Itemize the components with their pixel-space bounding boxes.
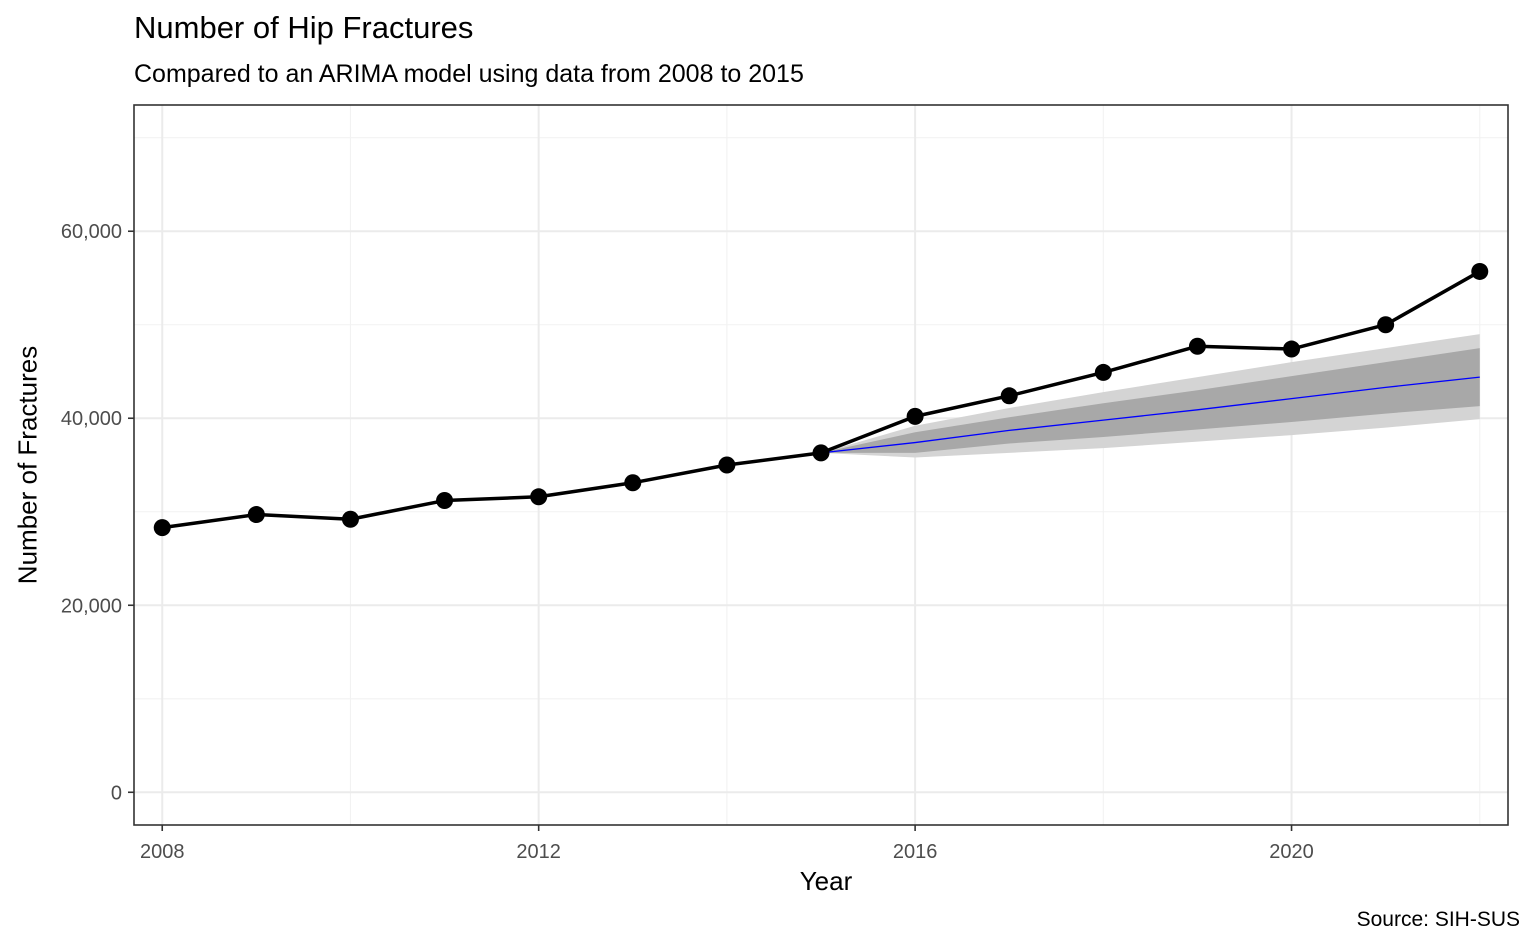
data-point xyxy=(1283,340,1301,358)
data-points xyxy=(153,262,1489,537)
y-tick-label: 60,000 xyxy=(61,221,122,243)
y-axis-label: Number of Fractures xyxy=(12,345,43,585)
data-point xyxy=(1094,363,1112,381)
data-point xyxy=(153,519,171,537)
y-tick-label: 20,000 xyxy=(61,595,122,617)
plot-panel-background xyxy=(134,105,1508,825)
chart-subtitle: Compared to an ARIMA model using data fr… xyxy=(134,60,804,88)
data-point xyxy=(1377,316,1395,334)
data-point xyxy=(341,510,359,528)
data-point xyxy=(1471,262,1489,280)
plot-panel-border xyxy=(133,104,1509,826)
axis-ticks: 2008 2012 2016 2020 0 20,000 40,000 60,000 xyxy=(61,221,1314,863)
chart-caption: Source: SIH-SUS xyxy=(1356,908,1520,931)
x-tick-label: 2012 xyxy=(516,841,561,863)
y-tick-label: 0 xyxy=(111,782,122,804)
data-point xyxy=(436,492,454,510)
forecast-intervals xyxy=(821,334,1480,458)
x-tick-label: 2008 xyxy=(140,841,185,863)
gridlines xyxy=(134,105,1508,825)
data-point xyxy=(906,407,924,425)
y-tick-label: 40,000 xyxy=(61,408,122,430)
data-point xyxy=(718,456,736,474)
data-point xyxy=(1000,387,1018,405)
data-point xyxy=(1188,337,1206,355)
data-point xyxy=(247,506,265,524)
data-point xyxy=(530,488,548,506)
data-point xyxy=(624,474,642,492)
forecast-interval-band xyxy=(821,348,1480,453)
chart-title: Number of Hip Fractures xyxy=(134,10,474,45)
data-point xyxy=(812,444,830,462)
x-axis-label: Year xyxy=(799,866,853,896)
forecast-line xyxy=(820,376,1480,454)
x-tick-label: 2016 xyxy=(893,841,938,863)
x-tick-label: 2020 xyxy=(1269,841,1314,863)
